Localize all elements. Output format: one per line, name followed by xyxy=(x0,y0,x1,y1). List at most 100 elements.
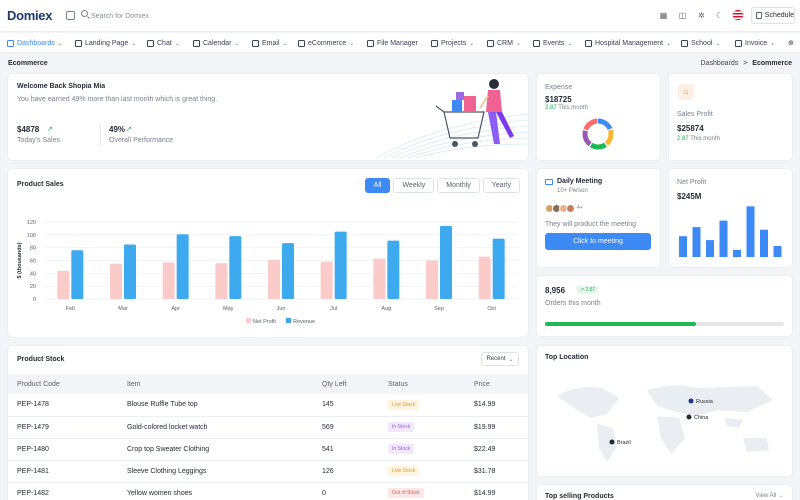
bar-net-profit[interactable] xyxy=(320,261,333,299)
table-row[interactable]: PEP-1478 Blouse Ruffle Tube top 145 Low Sto… xyxy=(8,394,528,417)
expense-card: Expense $18725 2.87 This month xyxy=(537,74,660,160)
settings-gear-icon[interactable]: ✲ xyxy=(698,11,705,20)
expense-change: 2.87 This month xyxy=(545,105,588,111)
notification-icon[interactable]: ◫ xyxy=(678,11,687,20)
performance-value: 49% xyxy=(109,125,126,134)
column-header[interactable]: Price xyxy=(465,374,528,394)
apps-grid-icon[interactable]: ▦ xyxy=(659,11,668,20)
sales-profit-change: 2.87 This month xyxy=(677,136,720,142)
y-tick-label: 60 xyxy=(30,259,36,265)
sidebar-toggle-icon[interactable] xyxy=(66,11,75,20)
bar-revenue[interactable] xyxy=(387,240,400,299)
chevron-down-icon: ⌄ xyxy=(349,40,355,47)
cell-price: $31.78 xyxy=(465,460,528,483)
net-profit-bar-chart xyxy=(679,206,782,257)
nav-item-label: Landing Page xyxy=(85,39,129,47)
status-cell: Low Stock xyxy=(379,394,465,417)
column-header[interactable]: Status xyxy=(379,374,465,394)
language-flag-icon[interactable] xyxy=(732,9,744,21)
donut-segment xyxy=(582,118,614,150)
view-all-link[interactable]: View All → xyxy=(755,493,784,499)
bar-net-profit[interactable] xyxy=(426,260,438,300)
cell-qty: 541 xyxy=(313,438,379,461)
status-cell: Low Stock xyxy=(379,460,465,483)
bar-net-profit[interactable] xyxy=(478,256,491,299)
column-header[interactable]: Item xyxy=(118,374,313,394)
bar-revenue[interactable] xyxy=(334,231,347,299)
nav-item-label: School xyxy=(691,39,713,47)
chevron-down-icon: ⌄ xyxy=(666,40,672,47)
nav-item-events[interactable]: Events ⌄ xyxy=(533,38,572,48)
x-tick-label: Apr xyxy=(171,306,180,312)
bar-net-profit[interactable] xyxy=(57,270,70,299)
nav-item-dashboards[interactable]: Dashboards ⌄ xyxy=(7,38,63,48)
bar-net-profit[interactable] xyxy=(215,263,228,299)
nav-item-ecommerce[interactable]: eCommerce ⌄ xyxy=(298,38,354,48)
search-input[interactable] xyxy=(91,9,231,23)
performance-label: Overall Performance xyxy=(109,137,174,144)
table-row[interactable]: PEP-1480 Crop top Sweater Clothing 541 In S… xyxy=(8,438,528,461)
nav-item-file-manager[interactable]: File Manager xyxy=(367,38,418,48)
bar-net-profit[interactable] xyxy=(162,262,175,299)
column-header[interactable]: Qty Left xyxy=(313,374,379,394)
legend-label[interactable]: Revenue xyxy=(293,319,315,325)
nav-item-projects[interactable]: Projects ⌄ xyxy=(431,38,474,48)
dashboard-icon xyxy=(7,39,14,47)
nav-item-calendar[interactable]: Calendar ⌄ xyxy=(193,38,239,48)
y-tick-label: 40 xyxy=(30,271,36,277)
nav-item-landing-page[interactable]: Landing Page ⌄ xyxy=(75,38,136,48)
bar-net-profit[interactable] xyxy=(110,263,122,299)
tab-yearly[interactable]: Yearly xyxy=(482,178,520,193)
cell-item: Yellow women shoes xyxy=(118,482,313,500)
search-icon xyxy=(81,10,88,17)
nav-item-chat[interactable]: Chat ⌄ xyxy=(147,38,180,48)
bar-revenue[interactable] xyxy=(282,243,294,299)
recent-filter-dropdown[interactable]: Recent ⌄ xyxy=(481,352,519,366)
nav-item-school[interactable]: School ⌄ xyxy=(681,38,720,48)
click-to-meeting-button[interactable]: Click to meeting xyxy=(545,233,651,250)
schedule-label: Schedule xyxy=(764,12,794,19)
nav-item-invoice[interactable]: Invoice ⌄ xyxy=(735,38,775,48)
nav-item-label: Email xyxy=(262,39,280,47)
orders-change-badge: ↗ 2.87 xyxy=(577,286,599,294)
tab-weekly[interactable]: Weekly xyxy=(393,178,435,193)
cell-price: $22.49 xyxy=(465,438,528,461)
cell-qty: 0 xyxy=(313,482,379,500)
dark-mode-moon-icon[interactable]: ☾ xyxy=(715,11,724,20)
folder-icon xyxy=(367,39,374,47)
table-row[interactable]: PEP-1482 Yellow women shoes 0 Out of Stock $… xyxy=(8,482,528,500)
nav-more-icon[interactable]: ⊕ xyxy=(788,40,794,47)
tab-all[interactable]: All xyxy=(364,178,391,193)
orders-change-value: 2.87 xyxy=(585,287,596,293)
breadcrumb-parent[interactable]: Dashboards xyxy=(700,60,739,67)
table-row[interactable]: PEP-1479 Gold-colored locket watch 569 In S… xyxy=(8,416,528,439)
chevron-down-icon: ⌄ xyxy=(715,40,721,47)
schedule-button[interactable]: Schedule xyxy=(751,7,795,24)
cell-price: $19.99 xyxy=(465,416,528,439)
tab-monthly[interactable]: Monthly xyxy=(437,178,480,193)
app-logo[interactable]: Domiex xyxy=(7,8,52,23)
bar-net-profit[interactable] xyxy=(268,259,280,299)
bar-revenue[interactable] xyxy=(71,250,84,299)
legend-swatch xyxy=(286,318,291,323)
product-sales-chart: 0 20 40 60 80 100 120 $ (thousands) Feb Mar Apr May… xyxy=(17,220,518,325)
bar-revenue[interactable] xyxy=(124,244,136,299)
nav-item-email[interactable]: Email ⌄ xyxy=(252,38,288,48)
shopping-cart-illustration xyxy=(376,79,528,159)
trend-up-icon: ↗ xyxy=(47,126,53,133)
nav-item-hospital-management[interactable]: Hospital Management ⌄ xyxy=(585,38,671,48)
x-tick-label: Jun xyxy=(277,306,286,312)
bar-revenue[interactable] xyxy=(492,238,505,299)
bar-revenue[interactable] xyxy=(440,225,452,299)
chevron-down-icon: ⌄ xyxy=(282,40,288,47)
top-selling-card: Top selling Products View All → xyxy=(537,485,792,500)
chevron-down-icon: ⌄ xyxy=(131,40,137,47)
bar-net-profit[interactable] xyxy=(373,258,386,299)
table-row[interactable]: PEP-1481 Sleeve Clothing Leggings 126 Low S… xyxy=(8,460,528,483)
bar-revenue[interactable] xyxy=(229,236,242,299)
bar-revenue[interactable] xyxy=(176,234,189,299)
column-header[interactable]: Product Code xyxy=(8,374,118,394)
legend-label[interactable]: Net Profit xyxy=(253,319,276,325)
nav-item-crm[interactable]: CRM ⌄ xyxy=(487,38,521,48)
map-marker-label: China xyxy=(694,415,709,421)
